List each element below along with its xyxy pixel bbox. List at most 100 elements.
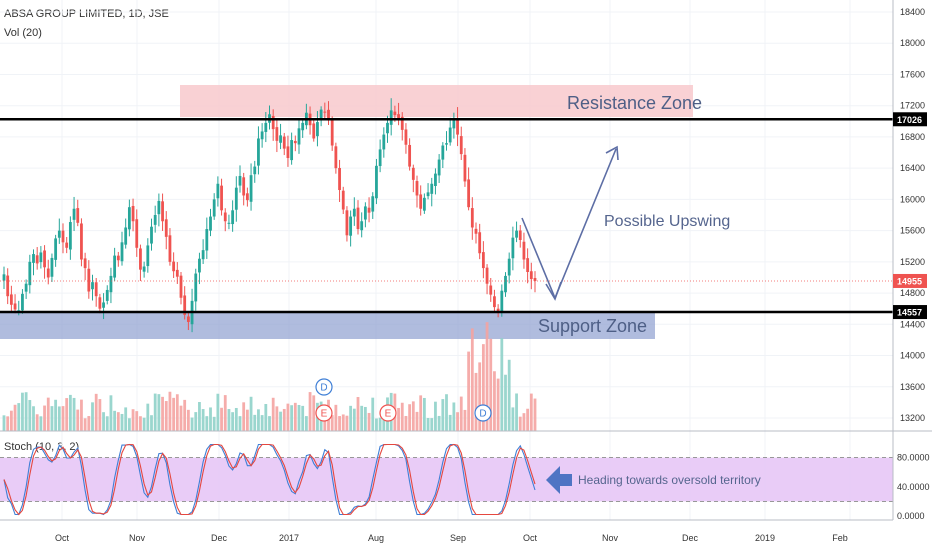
volume-bar (441, 399, 445, 431)
stoch-d-line (3, 443, 536, 516)
volume-bar (470, 328, 474, 431)
osc-tick-label: 0.0000 (897, 511, 925, 521)
volume-bar (437, 415, 441, 431)
support-zone (0, 311, 655, 339)
candle (282, 136, 286, 149)
left-arrow-icon (546, 466, 572, 494)
candle (32, 254, 35, 263)
arrow-head (545, 281, 562, 301)
oversold-note: Heading towards oversold territory (578, 473, 761, 487)
volume-bar (419, 395, 423, 431)
volume-bar (50, 406, 54, 431)
volume-bar (312, 395, 316, 431)
event-marker (474, 404, 492, 422)
volume-bar (496, 378, 500, 431)
volume-bar (282, 408, 286, 431)
volume-bar (478, 362, 482, 431)
candle (434, 173, 437, 187)
volume-bar (511, 407, 515, 431)
volume-bar (334, 404, 338, 431)
volume-bar (268, 416, 271, 431)
candle (463, 154, 467, 182)
candle (426, 192, 430, 197)
candle (419, 194, 423, 209)
volume-bar (415, 411, 419, 431)
candle (212, 199, 216, 217)
price-tick-label: 17600 (900, 69, 925, 79)
volume-bar (249, 396, 253, 431)
volume-label: Vol (20) (4, 27, 42, 39)
candle (198, 258, 201, 273)
event-marker (315, 404, 333, 422)
time-tick-label: Sep (450, 533, 466, 543)
volume-bar (35, 414, 39, 431)
candle (9, 294, 13, 305)
volume-bar (404, 415, 408, 431)
candle (135, 219, 139, 248)
price-marker (893, 305, 927, 320)
candle (526, 258, 530, 272)
candle (234, 187, 238, 210)
volume-bar (452, 402, 456, 431)
candle (245, 193, 249, 201)
volume-bar (190, 417, 194, 431)
price-tick-label: 13600 (900, 382, 925, 392)
volume-bar (378, 417, 382, 431)
symbol-title: ABSA GROUP LIMITED, 1D, JSE (4, 8, 169, 20)
volume-bar (515, 393, 518, 431)
osc-tick-label: 80.0000 (897, 453, 930, 463)
volume-bar (260, 415, 264, 431)
osc-tick-label: 40.0000 (897, 482, 930, 492)
candle (179, 275, 183, 298)
volume-bar (13, 404, 17, 431)
volume-bar (304, 416, 308, 431)
candle (275, 127, 279, 141)
candle (500, 290, 504, 313)
candle (319, 109, 323, 121)
candle (334, 146, 338, 169)
volume-bar (430, 418, 434, 431)
volume-bar (102, 412, 105, 431)
candle (242, 177, 246, 196)
candle (172, 261, 176, 272)
candle (345, 210, 349, 236)
candle (323, 111, 327, 113)
candle (363, 206, 367, 220)
volume-bar (434, 401, 437, 431)
candle (183, 295, 187, 315)
volume-bar (57, 406, 61, 431)
volume-bar (257, 409, 260, 431)
candle (452, 120, 456, 129)
candle (150, 226, 153, 244)
candle (400, 116, 404, 130)
volume-bar (54, 399, 58, 431)
candle (485, 267, 489, 284)
candle (529, 271, 533, 280)
volume-bar (375, 418, 378, 431)
candle (496, 308, 500, 313)
candle (127, 207, 131, 230)
volume-bar (474, 372, 478, 431)
candle (72, 208, 76, 220)
candle (378, 149, 382, 167)
volume-bar (223, 395, 227, 431)
volume-bar (76, 409, 80, 431)
volume-bar (21, 392, 24, 431)
upswing-note: Possible Upswing (604, 213, 730, 230)
candle (164, 219, 168, 237)
volume-bar (17, 403, 21, 431)
time-tick-label: Oct (523, 533, 538, 543)
volume-bar (338, 416, 341, 431)
volume-bar (220, 407, 223, 431)
candle (109, 275, 113, 293)
candle (518, 230, 522, 240)
volume-bar (105, 416, 109, 431)
volume-bar (68, 394, 72, 431)
volume-bar (231, 412, 235, 431)
volume-bar (242, 402, 246, 431)
time-tick-label: Aug (368, 533, 384, 543)
candle (522, 241, 526, 260)
candle (341, 190, 345, 210)
candle (87, 268, 91, 292)
